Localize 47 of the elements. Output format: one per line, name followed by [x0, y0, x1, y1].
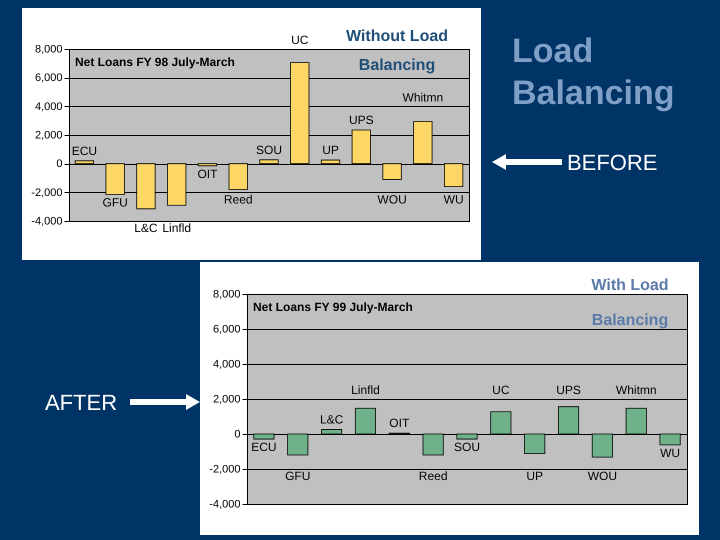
x-tick-label: WOU [377, 192, 407, 206]
text: Net Loans FY 99 July-March [253, 300, 413, 314]
x-tick-label: OIT [197, 166, 218, 181]
x-tick-label: UPS [556, 383, 581, 397]
text: AFTER [45, 390, 118, 416]
y-tick-label: 6,000 [34, 72, 62, 84]
y-tick-label: 6,000 [212, 324, 240, 336]
x-tick-label: Reed [224, 192, 253, 206]
x-tick-label: ECU [251, 440, 277, 454]
x-tick-label: WU [660, 446, 680, 460]
x-tick-label: WU [444, 192, 464, 206]
chart-subtitle: With Load Balancing [590, 276, 670, 331]
chart-subtitle: Without Load Balancing [344, 27, 450, 76]
x-tick-label: UP [526, 469, 544, 483]
y-tick-label: -4,000 [209, 498, 240, 510]
x-tick-label: UP [322, 143, 339, 158]
x-tick-label: GFU [102, 195, 128, 210]
text: Load Balancing [512, 31, 676, 114]
x-tick-label: UC [291, 33, 309, 47]
y-tick-label: 2,000 [34, 130, 62, 142]
x-tick-label: UPS [348, 112, 374, 127]
x-tick-label: ECU [72, 144, 98, 158]
x-tick-label: GFU [285, 469, 310, 483]
x-tick-label: OIT [389, 416, 410, 430]
y-tick-label: 8,000 [34, 44, 62, 56]
x-tick-label: L&C [134, 221, 158, 235]
y-tick-label: -2,000 [209, 464, 240, 476]
x-tick-label: Whitmn [616, 383, 657, 397]
x-tick-label: Linfld [162, 221, 192, 235]
y-tick-label: 8,000 [212, 288, 240, 300]
x-tick-label: SOU [454, 440, 480, 454]
text: Net Loans FY 98 July-March [75, 55, 235, 69]
x-tick-label: WOU [588, 469, 618, 483]
x-tick-label: Whitmn [402, 90, 444, 104]
y-tick-label: 4,000 [34, 100, 62, 113]
y-tick-label: 0 [56, 158, 62, 170]
x-tick-label: Reed [418, 469, 448, 483]
text: BEFORE [567, 150, 658, 176]
x-tick-label: UC [492, 383, 510, 397]
y-tick-label: 0 [234, 428, 240, 440]
x-tick-label: L&C [320, 412, 344, 426]
y-tick-label: 4,000 [212, 358, 240, 370]
x-tick-label: Linfld [351, 383, 380, 397]
y-tick-label: 2,000 [212, 394, 240, 406]
y-tick-label: -4,000 [31, 216, 62, 228]
y-tick-label: -2,000 [31, 186, 62, 199]
x-tick-label: SOU [256, 142, 282, 157]
